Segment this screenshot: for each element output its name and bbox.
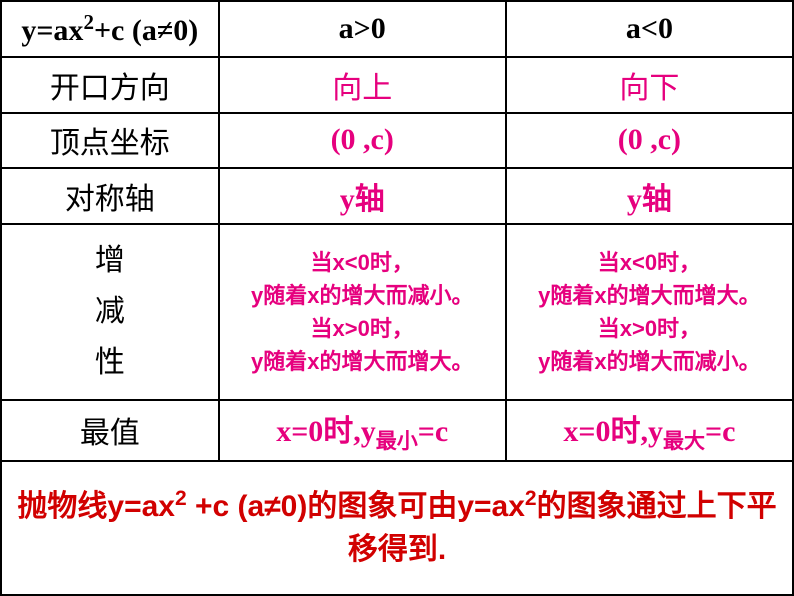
label-axis: 对称轴 <box>1 168 219 224</box>
value-monotone-neg: 当x<0时，y随着x的增大而增大。当x>0时，y随着x的增大而减小。 <box>506 224 793 400</box>
value-axis-neg: y轴 <box>506 168 793 224</box>
header-a-negative: a<0 <box>506 1 793 57</box>
value-vertex-neg: (0 ,c) <box>506 113 793 169</box>
value-monotone-pos: 当x<0时，y随着x的增大而减小。当x>0时，y随着x的增大而增大。 <box>219 224 506 400</box>
value-direction-neg: 向下 <box>506 57 793 113</box>
header-formula: y=ax2+c (a≠0) <box>1 1 219 57</box>
label-monotone: 增减性 <box>1 224 219 400</box>
header-a-positive: a>0 <box>219 1 506 57</box>
value-axis-pos: y轴 <box>219 168 506 224</box>
value-extreme-pos: x=0时,y最小=c <box>219 400 506 461</box>
value-direction-pos: 向上 <box>219 57 506 113</box>
label-vertex: 顶点坐标 <box>1 113 219 169</box>
value-extreme-neg: x=0时,y最大=c <box>506 400 793 461</box>
properties-table: y=ax2+c (a≠0) a>0 a<0 开口方向 向上 向下 顶点坐标 (0… <box>0 0 794 596</box>
label-direction: 开口方向 <box>1 57 219 113</box>
label-extreme: 最值 <box>1 400 219 461</box>
translation-note: 抛物线y=ax2 +c (a≠0)的图象可由y=ax2的图象通过上下平移得到. <box>1 461 793 595</box>
value-vertex-pos: (0 ,c) <box>219 113 506 169</box>
